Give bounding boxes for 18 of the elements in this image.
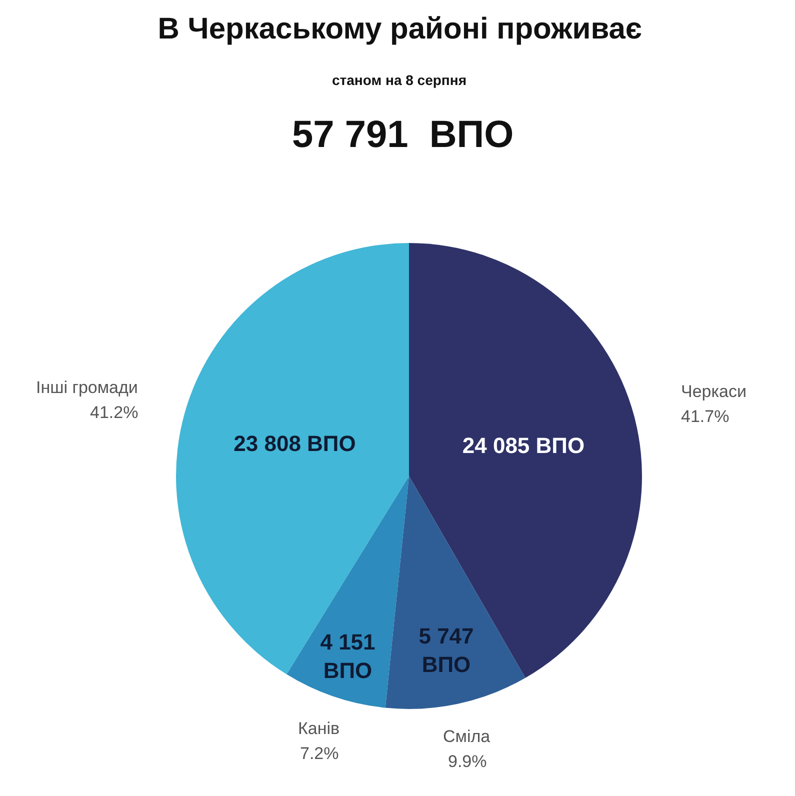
data-label: 5 747 ВПО xyxy=(418,623,474,678)
chart-title: В Черкаському районі проживає xyxy=(158,12,642,46)
text: 57 791 ВПО xyxy=(292,114,514,156)
text: 9.9% xyxy=(448,752,487,771)
slice-label: Черкаси xyxy=(681,382,747,401)
text: 41.2% xyxy=(90,403,138,422)
data-label: 23 808 ВПО xyxy=(234,431,356,456)
slice-label: Канів xyxy=(298,719,340,738)
text: 7.2% xyxy=(300,744,339,763)
slice-label: Сміла xyxy=(443,727,491,746)
text: 41.7% xyxy=(681,407,730,426)
chart-subtitle: станом на 8 серпня xyxy=(332,72,467,88)
pie-slice xyxy=(286,476,409,708)
data-label: 4 151 ВПО xyxy=(320,629,376,684)
pie-slice xyxy=(385,476,526,709)
pie-slice xyxy=(409,243,642,678)
data-label: 24 085 ВПО xyxy=(462,432,585,458)
slice-label: Інші громади xyxy=(36,378,138,397)
